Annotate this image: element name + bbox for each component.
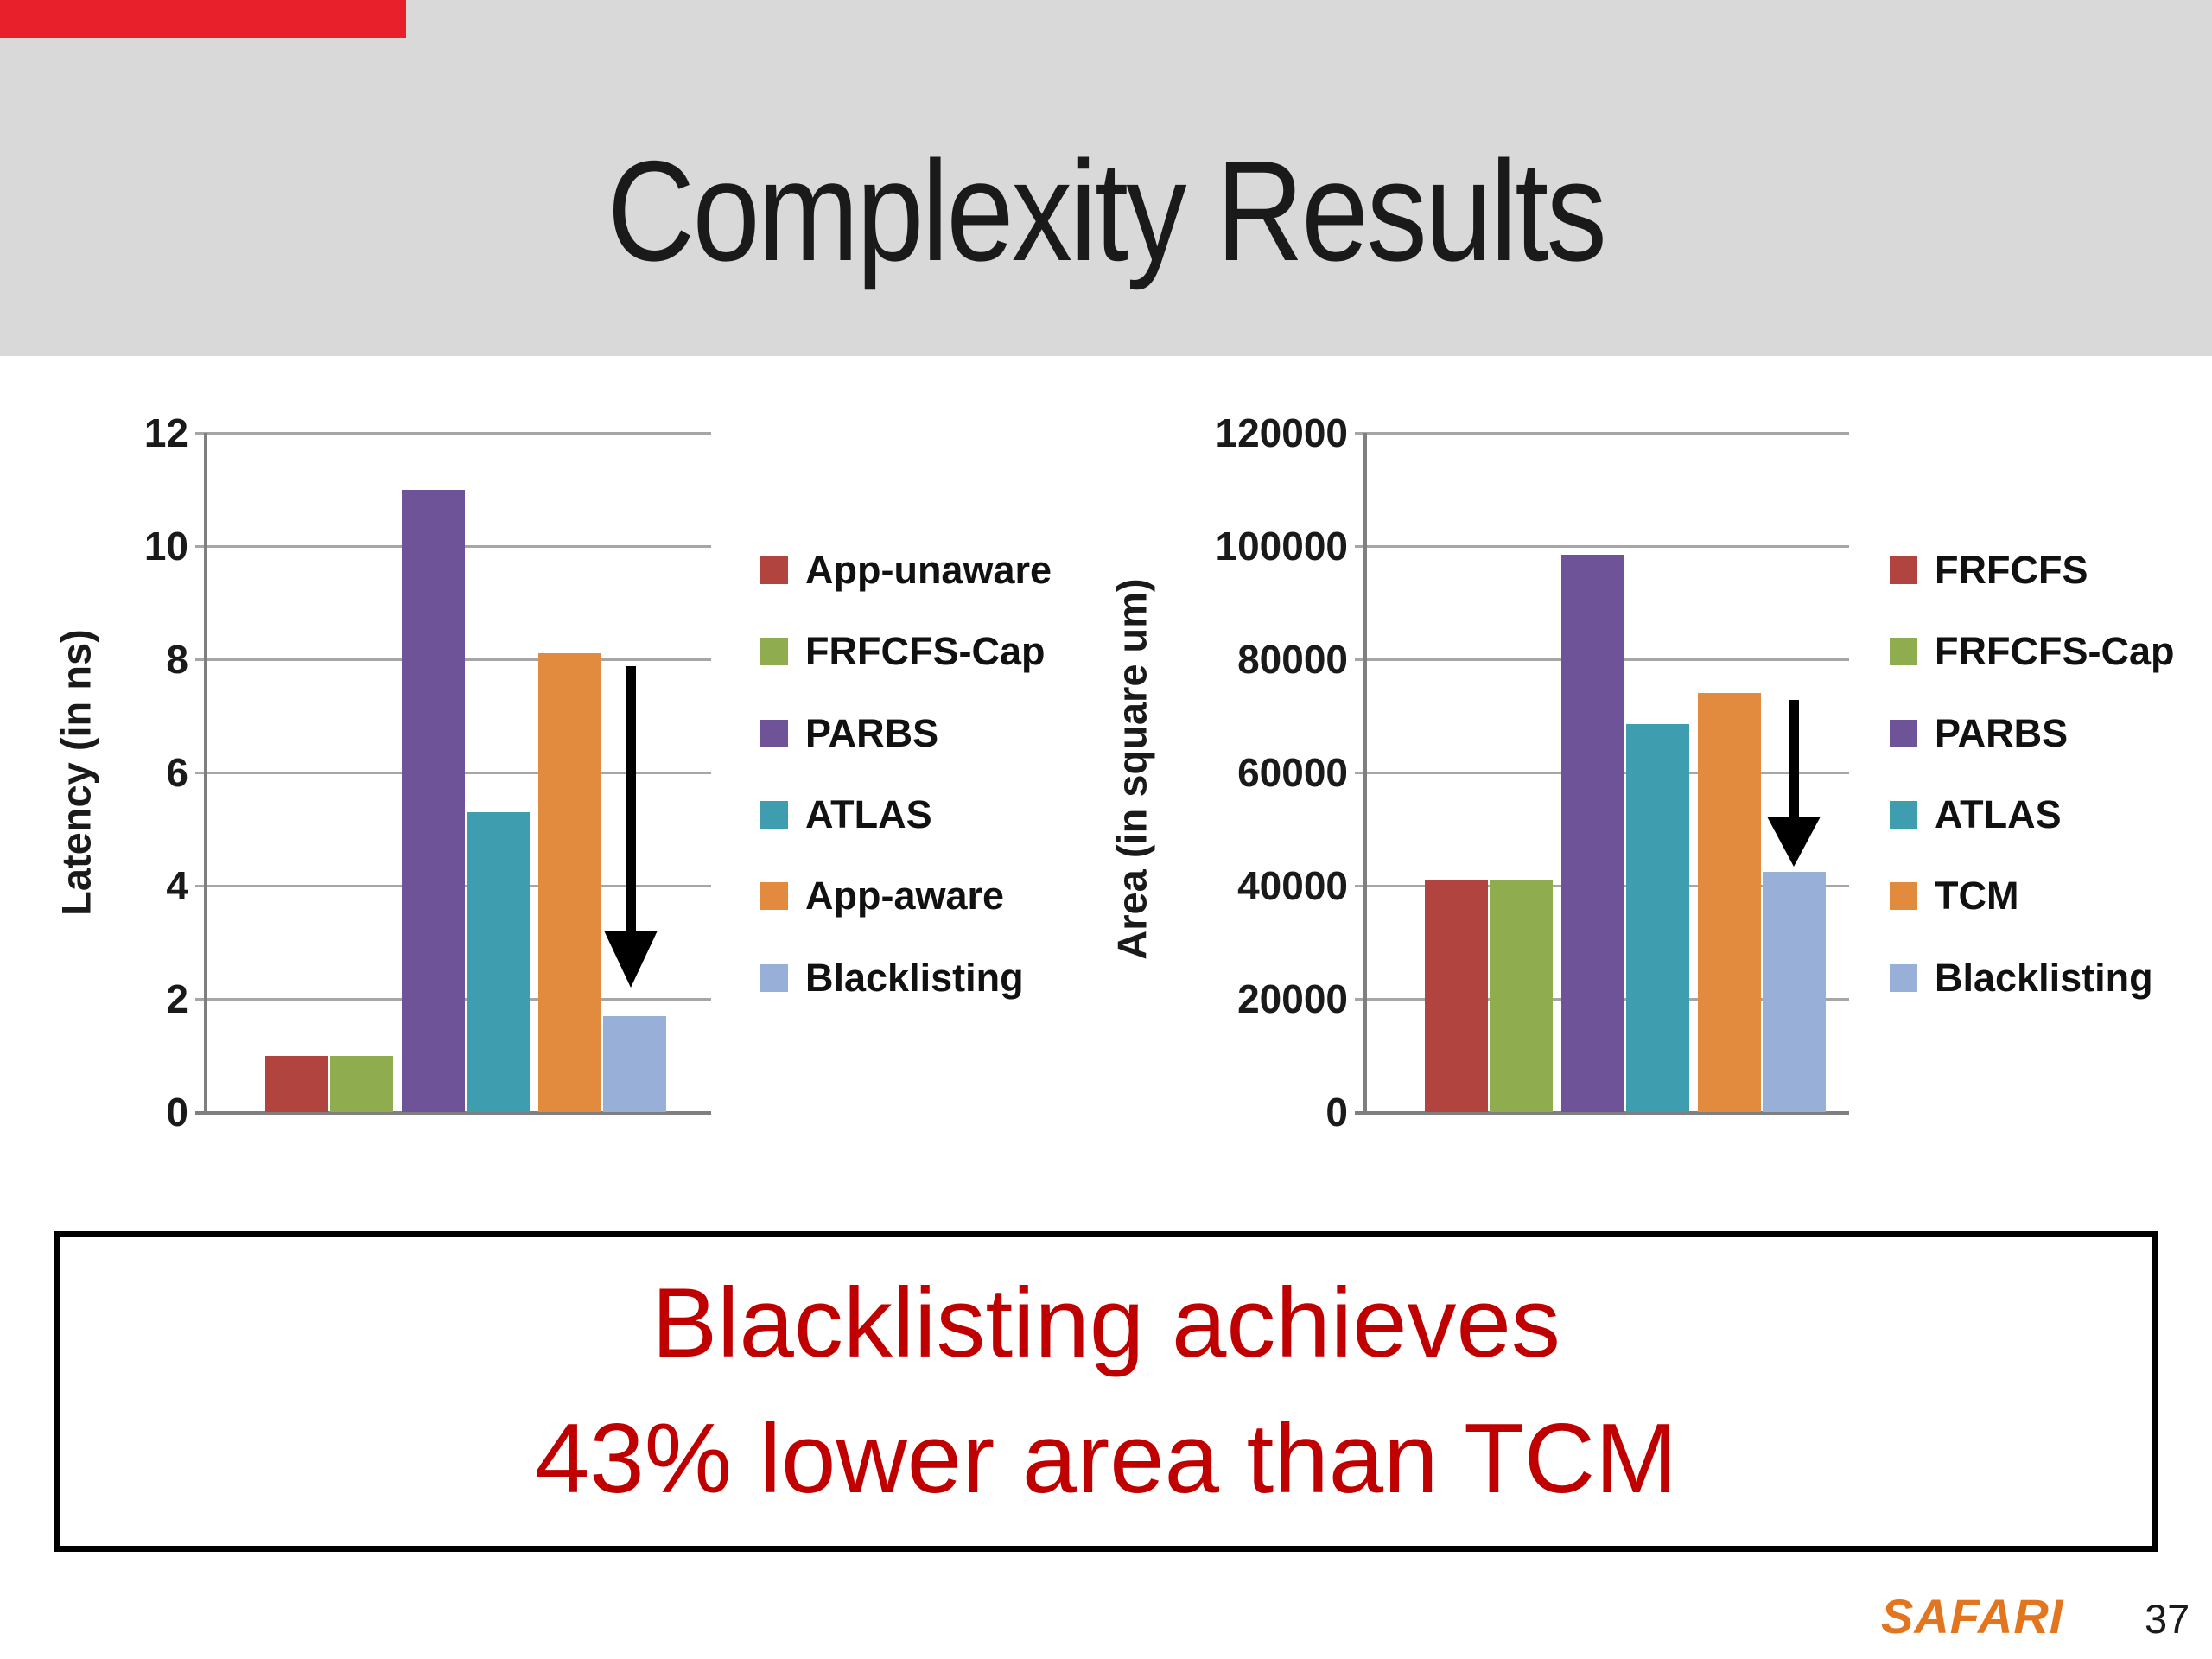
legend-label-atlas: ATLAS	[1935, 791, 2062, 836]
grid-line-120000	[1355, 432, 1849, 435]
axis-tick-label-4: 4	[166, 863, 188, 908]
axis-tick-label-100000: 100000	[1215, 524, 1349, 569]
y-axis-line	[204, 433, 207, 1115]
y-axis-title: Area (in square um)	[1109, 578, 1155, 960]
bar-parbs	[1561, 554, 1624, 1112]
reduction-arrow-head	[1767, 817, 1821, 867]
reduction-arrow-head	[604, 931, 658, 988]
legend-swatch-frfcfs-cap	[1890, 638, 1917, 666]
safari-logo: SAFARI	[1881, 1589, 2064, 1643]
legend-swatch-blacklisting	[760, 963, 788, 992]
y-axis-line	[1363, 433, 1367, 1115]
page-number: 37	[2145, 1596, 2190, 1642]
legend-swatch-tcm	[1890, 882, 1917, 911]
axis-tick-label-6: 6	[166, 750, 188, 795]
axis-tick-label-120000: 120000	[1215, 410, 1349, 455]
legend-label-blacklisting: Blacklisting	[805, 955, 1024, 1000]
bar-atlas	[1626, 724, 1689, 1112]
legend-label-parbs: PARBS	[805, 710, 939, 755]
bar-app-aware	[538, 653, 601, 1112]
grid-line-12	[195, 432, 711, 435]
bar-atlas	[467, 811, 530, 1112]
grid-line-0	[195, 1111, 711, 1115]
bar-frfcfs-cap	[330, 1055, 393, 1112]
legend-swatch-frfcfs	[1890, 556, 1917, 584]
axis-tick-label-20000: 20000	[1237, 976, 1348, 1021]
legend-label-frfcfs: FRFCFS	[1935, 548, 2088, 592]
axis-tick-label-80000: 80000	[1237, 637, 1348, 682]
reduction-arrow-shaft	[626, 666, 636, 931]
bar-app-unaware	[265, 1055, 328, 1112]
callout-box: Blacklisting achieves 43% lower area tha…	[54, 1231, 2158, 1552]
legend-label-blacklisting: Blacklisting	[1935, 955, 2153, 1000]
legend-swatch-app-unaware	[760, 556, 788, 584]
bar-frfcfs	[1425, 880, 1488, 1112]
legend-label-frfcfs-cap: FRFCFS-Cap	[1935, 629, 2175, 674]
bar-tcm	[1698, 693, 1761, 1112]
grid-line-0	[1355, 1111, 1849, 1115]
legend-label-app-unaware: App-unaware	[805, 548, 1052, 592]
callout-line-2: 43% lower area than TCM	[534, 1404, 1678, 1514]
legend-label-atlas: ATLAS	[805, 791, 932, 836]
legend-swatch-blacklisting	[1890, 963, 1917, 992]
axis-tick-label-0: 0	[1325, 1090, 1348, 1135]
red-accent-bar	[0, 0, 406, 38]
legend-swatch-atlas	[760, 800, 788, 829]
legend-label-parbs: PARBS	[1935, 710, 2069, 755]
legend-swatch-parbs	[1890, 719, 1917, 747]
axis-tick-label-8: 8	[166, 637, 188, 682]
axis-tick-label-60000: 60000	[1237, 750, 1348, 795]
bar-frfcfs-cap	[1490, 880, 1553, 1112]
axis-tick-label-2: 2	[166, 976, 188, 1021]
reduction-arrow-shaft	[1789, 700, 1799, 817]
bar-blacklisting	[1763, 871, 1826, 1112]
legend-swatch-atlas	[1890, 800, 1917, 829]
legend-swatch-frfcfs-cap	[760, 638, 788, 666]
callout-line-1: Blacklisting achieves	[652, 1268, 1560, 1378]
legend-label-tcm: TCM	[1935, 874, 2019, 918]
grid-line-100000	[1355, 545, 1849, 548]
axis-tick-label-40000: 40000	[1237, 863, 1348, 908]
page-title: Complexity Results	[0, 131, 2212, 290]
legend-swatch-app-aware	[760, 882, 788, 911]
title-band: Complexity Results	[0, 0, 2212, 356]
legend-label-app-aware: App-aware	[805, 874, 1005, 918]
axis-tick-label-0: 0	[166, 1090, 188, 1135]
legend-swatch-parbs	[760, 719, 788, 747]
bar-blacklisting	[603, 1015, 666, 1112]
page-title-text: Complexity Results	[607, 131, 1607, 290]
axis-tick-label-10: 10	[143, 524, 188, 569]
axis-tick-label-12: 12	[143, 410, 188, 455]
legend-label-frfcfs-cap: FRFCFS-Cap	[805, 629, 1046, 674]
bar-parbs	[402, 489, 465, 1112]
